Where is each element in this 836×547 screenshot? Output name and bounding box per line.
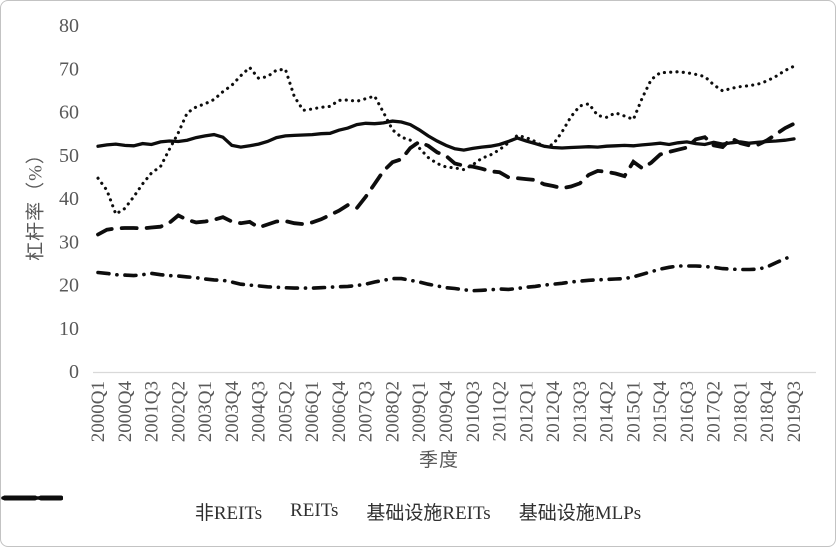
legend-label-non-reits: 非REITs (194, 502, 263, 524)
x-tick-label: 2002Q2 (168, 381, 189, 442)
x-tick-label: 2014Q2 (597, 381, 618, 442)
legend-item-reits: REITs (1, 496, 339, 522)
x-tick-label: 2010Q3 (463, 381, 484, 442)
x-tick-label: 2003Q1 (195, 381, 216, 442)
x-tick-label: 2013Q3 (570, 381, 591, 442)
x-tick-label: 2019Q3 (784, 381, 805, 442)
y-tick-label: 30 (59, 231, 79, 253)
y-tick-label: 80 (59, 15, 79, 37)
y-tick-label: 50 (59, 145, 79, 167)
x-tick-label: 2006Q1 (302, 381, 323, 442)
legend-swatch-long-dash-icon (2, 495, 63, 501)
y-tick-label: 70 (59, 58, 79, 80)
x-tick-label: 2001Q3 (142, 381, 163, 442)
x-tick-label: 2009Q1 (409, 381, 430, 442)
legend-item-non-reits: 非REITs (2, 495, 263, 525)
series-line-infra-mlps (96, 121, 796, 237)
legend-item-infra-reits: 基础设施REITs (2, 496, 491, 525)
y-tick-label: 40 (59, 188, 79, 210)
x-tick-label: 2007Q3 (356, 381, 377, 442)
legend: 非REITs REITs 基础设施REITs 基础设施MLPs (1, 491, 835, 531)
legend-label-infra-mlps: 基础设施MLPs (518, 502, 642, 524)
y-tick-label: 0 (69, 361, 79, 383)
x-tick-label: 2015Q1 (623, 381, 644, 442)
x-tick-label: 2018Q4 (757, 381, 778, 443)
series-line-reits (96, 119, 796, 152)
legend-label-infra-reits: 基础设施REITs (366, 502, 491, 524)
x-tick-label: 2015Q4 (650, 381, 671, 443)
x-tick-label: 2008Q2 (383, 381, 404, 442)
x-tick-label: 2012Q1 (516, 381, 537, 442)
x-tick-label: 2004Q3 (249, 381, 270, 442)
y-axis-title: 杠杆率（%） (25, 144, 47, 261)
y-tick-label: 20 (59, 275, 79, 297)
x-tick-label: 2003Q4 (222, 381, 243, 443)
x-tick-label: 2011Q2 (490, 381, 511, 442)
y-axis-tick-labels: 0 10 20 30 40 50 60 70 80 (59, 15, 79, 383)
x-axis-title: 季度 (418, 450, 459, 471)
y-tick-label: 60 (59, 102, 79, 124)
x-tick-label: 2000Q1 (88, 381, 109, 442)
legend-label-reits: REITs (290, 500, 339, 521)
legend-item-infra-mlps: 基础设施MLPs (2, 495, 642, 525)
x-tick-label: 2006Q4 (329, 381, 350, 443)
x-tick-label: 2000Q4 (115, 381, 136, 443)
y-tick-label: 10 (59, 318, 79, 340)
x-tick-label: 2016Q3 (677, 381, 698, 442)
series-line-infra-reits (96, 64, 796, 217)
x-tick-label: 2018Q1 (731, 381, 752, 442)
x-axis-tick-labels: 2000Q1 2000Q4 2001Q3 2002Q2 2003Q1 2003Q4 2004… (88, 381, 805, 443)
x-tick-label: 2005Q2 (275, 381, 296, 442)
x-tick-label: 2017Q2 (704, 381, 725, 442)
x-tick-label: 2009Q4 (436, 381, 457, 443)
x-tick-label: 2012Q4 (543, 381, 564, 443)
series-line-non-reits (96, 253, 796, 293)
